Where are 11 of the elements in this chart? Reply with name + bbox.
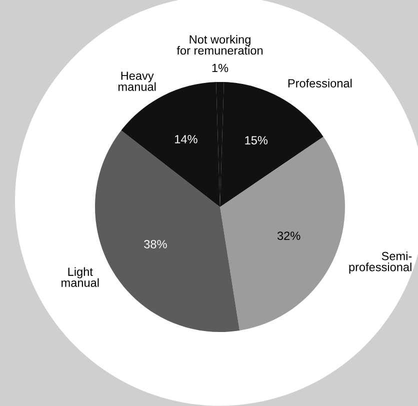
slice-label: Light manual [62, 267, 99, 287]
slice-label: Semi- professional [349, 252, 412, 274]
slice-label: Not working for remuneration [176, 34, 263, 55]
data-label: 38% [144, 240, 167, 248]
slice-label: Professional [288, 78, 352, 88]
data-label: 15% [245, 136, 268, 144]
slice-label: Heavy manual [118, 72, 156, 91]
pie-slice [220, 136, 345, 330]
data-label: 14% [175, 135, 198, 144]
data-label: 32% [277, 232, 300, 240]
data-label: 1% [212, 64, 228, 72]
